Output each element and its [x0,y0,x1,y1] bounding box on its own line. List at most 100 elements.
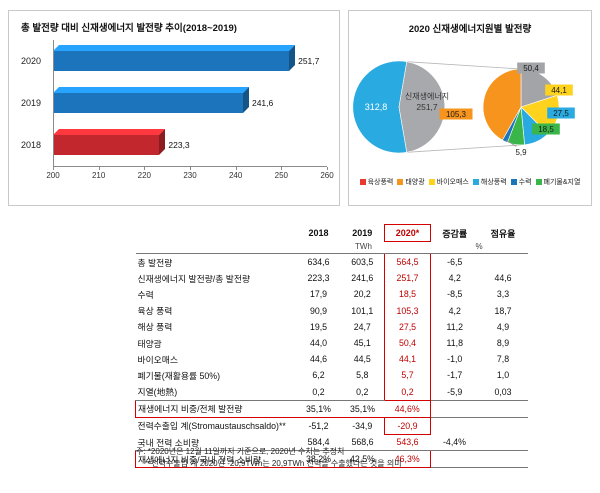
x-axis-tick-mark [144,167,146,170]
table-cell: 11,2 [446,321,463,332]
legend-swatch-icon [472,179,479,185]
table-cell [430,450,479,469]
pie-label-box [547,107,575,119]
legend-label: 바이오매스 [436,179,469,186]
table-cell: 20,2 [353,289,371,300]
y-axis-line [53,40,54,166]
table-cell: 0,2 [384,383,431,401]
pie-label-box [545,84,573,96]
breakout-value-label: 5,9 [515,148,527,157]
table-cell: 634,6 [307,257,330,268]
legend-swatch-icon [397,179,404,185]
table-cell: 27,5 [384,318,431,335]
legend-item: 육상풍력 [359,177,394,187]
table-cell: 50,4 [384,334,431,352]
x-axis-tick-mark [98,167,100,170]
table-cell: -1,7 [447,370,463,381]
bar-category-label: 2019 [21,98,42,108]
footnotes: 주: *2020년은 12월 11일까지 기준으로, 2020년 수치는 추정치… [136,446,402,471]
table-cell: 44,6 [309,354,328,365]
footnote-1: 주: *2020년은 12월 11일까지 기준으로, 2020년 수치는 추정치 [136,447,345,456]
bar-rows: 2020 251,7 2019 241,6 2018 223,3 [21,40,327,166]
bar-category-label: 2018 [21,140,42,150]
footnote-2: **전력수출입 계 2020년 -20,9TWh는 20,9TWh 전력을 수출… [145,459,402,469]
x-axis-tick-mark [190,167,191,170]
table-cell [478,450,528,469]
table-row: 수력 17,9 20,2 18,5 -8,5 3,3 [136,286,528,303]
table-cell: -51,2 [308,420,329,431]
table-row: 신재생에너지 발전량/총 발전량 223,3 241,6 251,7 4,2 44,6 [136,270,528,287]
main-pie-slice-other [352,60,408,154]
breakout-slice-5 [482,68,522,141]
legend-item: 폐기물&지열 [535,177,580,187]
bar-end-face [242,87,249,113]
pie-chart-panel: 2020 신재생에너지원별 발전량 신재생에너지 251,7 312,8 50,4 44… [348,10,592,206]
table-cell: 45,1 [353,338,371,349]
x-axis-tick-mark [281,167,283,170]
row-label: 재생에너지 비중/국내 전력 소비량 [135,450,297,469]
table-row: 재생에너지 비중/전체 발전량 35,1% 35,1% 44,6% [135,399,528,418]
bar-value-label: 251,7 [298,56,320,66]
table-row: 바이오매스 44,6 44,5 44,1 -1,0 7,8 [136,351,528,368]
legend-label: 육상풍력 [367,179,394,186]
table-cell: 42,5% [340,450,385,469]
table-cell: 24,7 [353,321,371,332]
row-label: 폐기물(재활용률 50%) [137,370,221,381]
legend-swatch-icon [359,179,366,185]
table-cell: 19,5 [309,321,328,332]
table-cell: 44,6 [494,273,512,284]
data-table: 2018 2019 2020* 증감률 점유율 TWh % 총 발전량 634,6… [135,224,528,469]
table-cell: 3,3 [496,289,510,300]
label-leader-line [505,139,518,148]
bar-track: 251,7 [53,45,327,71]
table-row: 폐기물(재활용률 50%) 6,2 5,8 5,7 -1,7 1,0 [136,367,528,384]
table-cell: 0,2 [340,383,385,401]
unit-twh: TWh [296,241,431,254]
table-cell: 564,5 [384,253,431,271]
x-axis-tick-mark [327,167,328,170]
bar-top-face [53,45,296,51]
bar-top-face [53,129,166,135]
connector-line-bottom [406,144,522,153]
legend-swatch-icon [510,179,517,185]
table-cell: 0,03 [478,383,528,401]
table-cell: 17,9 [309,289,328,300]
main-pie-other-value: 312,8 [365,102,388,112]
x-axis: 200 210 220 230 240 250 260 [46,166,334,183]
row-label: 신재생에너지 발전량/총 발전량 [137,273,251,284]
table-cell: 0,2 [296,383,341,401]
bar-value-label: 241,6 [251,98,274,108]
table-units-row: TWh % [135,241,528,254]
pie-label-box [509,146,533,158]
table-row: 국내 전력 소비량 584,4 568,6 543,6 -4,4% [135,434,528,452]
legend-swatch-icon [428,179,435,185]
col-header-share: 점유율 [490,228,516,239]
table-cell: 18,5 [384,286,431,303]
table-cell: 35,1% [296,399,341,418]
table-cell: -34,9 [352,420,373,431]
table-cell: -5,9 [430,383,479,401]
table-cell: 101,1 [351,305,374,316]
table-cell: 18,7 [494,305,512,316]
col-header-2019: 2019 [352,228,373,238]
bar-row-2020: 2020 251,7 [21,40,327,82]
table-cell: 105,3 [384,302,431,319]
pie-chart-title: 2020 신재생에너지원별 발전량 [408,24,532,35]
bar-track: 223,3 [53,129,327,155]
x-axis-tick-label: 200 [46,171,60,180]
table-cell: 46,3% [384,450,431,469]
bar-value-label: 223,3 [168,140,190,150]
legend-item: 해상풍력 [472,177,507,187]
x-axis-tick-label: 220 [137,171,152,180]
table-cell: 8,9 [496,338,510,349]
row-label: 총 발전량 [137,257,173,268]
breakout-value-label: 27,5 [553,109,569,118]
table-cell: 4,2 [448,305,461,316]
bar-row-2019: 2019 241,6 [21,82,327,124]
bar-chart-panel: 총 발전량 대비 신재생에너지 발전량 추이(2018~2019) 2020 25… [8,10,340,206]
table-row: 해상 풍력 19,5 24,7 27,5 11,2 4,9 [136,318,528,335]
bar-2018: 223,3 [53,129,190,155]
table-cell [478,400,528,418]
x-axis-tick-label: 210 [91,171,106,180]
